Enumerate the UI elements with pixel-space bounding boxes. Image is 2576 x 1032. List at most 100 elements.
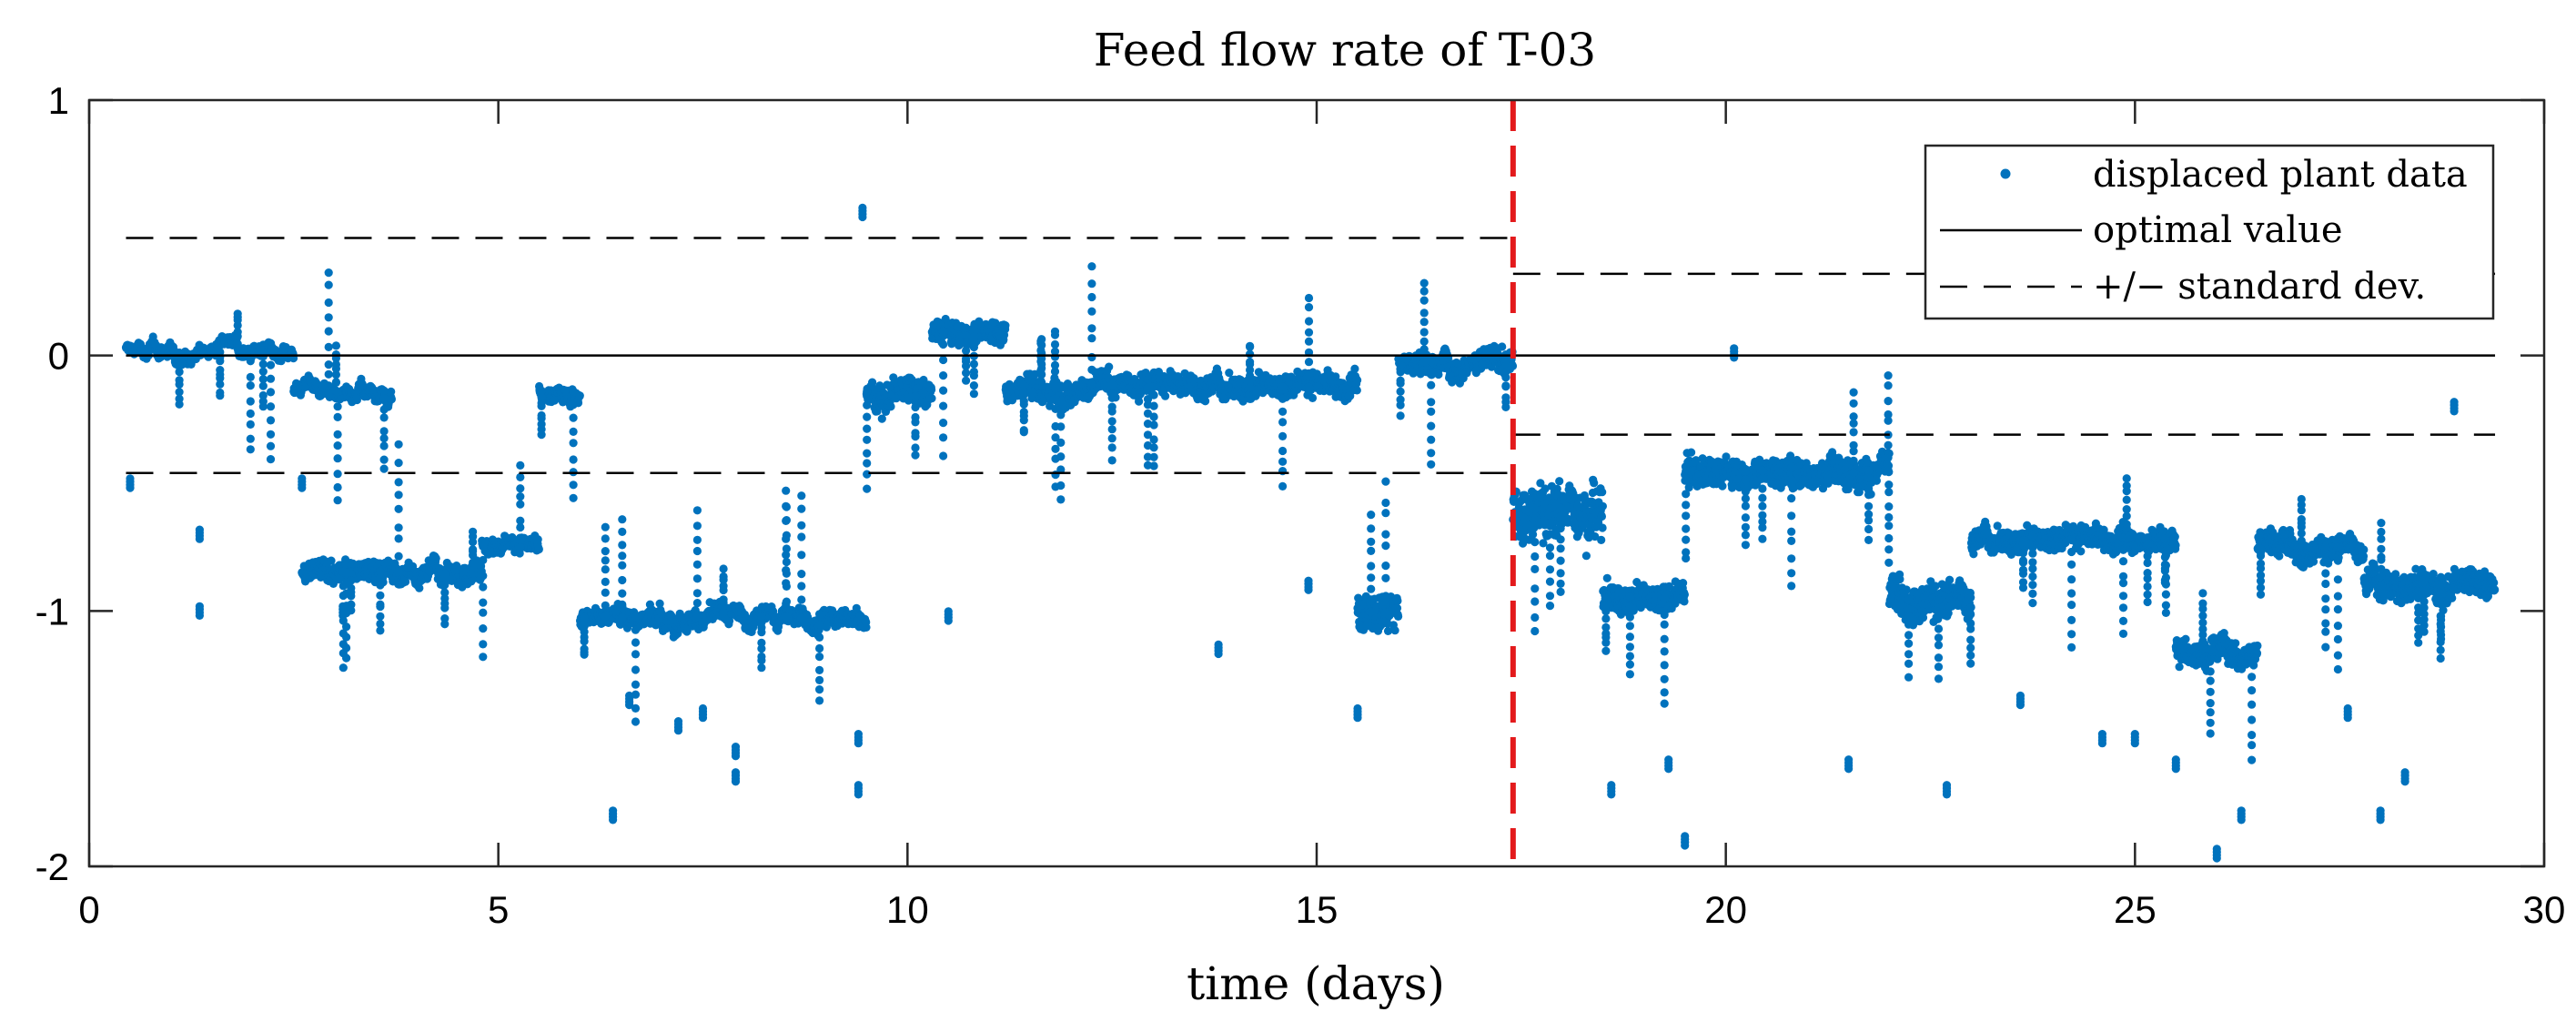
data-point — [327, 556, 336, 565]
data-point — [962, 323, 971, 332]
data-point — [1381, 573, 1390, 582]
data-point — [927, 385, 936, 394]
data-point — [415, 583, 424, 592]
data-point — [618, 612, 627, 622]
data-point — [719, 595, 728, 604]
data-point — [618, 541, 627, 550]
data-point — [1381, 477, 1390, 486]
data-point — [1036, 366, 1046, 375]
data-point — [376, 626, 385, 635]
data-point — [782, 599, 791, 609]
data-point — [266, 430, 276, 439]
data-point — [1367, 573, 1376, 582]
data-point — [516, 492, 525, 501]
data-point — [342, 653, 351, 663]
data-point — [1394, 612, 1403, 622]
data-point — [258, 367, 268, 376]
data-point — [815, 610, 824, 619]
data-point — [939, 339, 948, 349]
data-point — [1149, 461, 1158, 470]
data-point — [692, 589, 702, 598]
data-point — [1304, 303, 1314, 312]
data-point — [962, 338, 971, 347]
data-point — [1019, 416, 1028, 425]
data-point — [962, 346, 971, 355]
data-point — [342, 622, 351, 632]
data-point — [569, 481, 578, 490]
data-point — [324, 298, 333, 308]
data-point — [719, 564, 728, 573]
data-point — [757, 628, 766, 637]
data-point — [216, 357, 225, 366]
data-point — [379, 434, 389, 443]
data-point — [246, 409, 255, 419]
data-point — [618, 575, 627, 585]
data-point — [1087, 292, 1096, 302]
data-point — [394, 551, 403, 561]
data-point — [1381, 509, 1390, 518]
data-point — [246, 347, 255, 356]
data-point — [782, 486, 791, 495]
data-point — [537, 392, 546, 401]
data-point — [1056, 452, 1066, 461]
data-point — [569, 400, 578, 410]
data-layer — [121, 203, 2500, 863]
data-point — [1050, 339, 1060, 349]
data-point — [440, 573, 450, 582]
data-point — [1308, 393, 1318, 402]
data-point — [551, 396, 560, 405]
data-point — [1001, 321, 1010, 330]
data-point — [1246, 358, 1255, 367]
data-point — [333, 430, 342, 439]
data-point — [175, 379, 184, 389]
data-point — [601, 577, 610, 587]
data-point — [333, 482, 342, 492]
data-point — [479, 624, 488, 633]
data-point — [692, 546, 702, 556]
data-point — [1278, 457, 1288, 466]
data-point — [1161, 391, 1170, 400]
data-point — [939, 433, 948, 442]
data-point — [440, 603, 450, 612]
data-point — [1367, 562, 1376, 571]
data-point — [692, 535, 702, 544]
data-point — [387, 395, 396, 404]
data-point — [1056, 410, 1066, 420]
data-point — [1087, 365, 1096, 374]
data-point — [939, 371, 948, 380]
data-point — [631, 665, 641, 674]
data-point — [692, 506, 702, 515]
data-point — [479, 572, 488, 581]
data-point — [266, 416, 276, 425]
data-point — [469, 545, 478, 554]
data-point — [534, 545, 543, 554]
data-point — [379, 405, 389, 414]
data-point — [246, 357, 255, 366]
data-point — [266, 388, 276, 397]
data-point — [815, 653, 824, 662]
data-point — [962, 376, 971, 385]
data-point — [233, 328, 242, 337]
data-point — [1304, 369, 1314, 378]
data-point — [969, 381, 978, 390]
data-point — [175, 388, 184, 397]
data-point — [863, 459, 872, 468]
data-point — [1056, 422, 1066, 431]
data-point — [516, 460, 525, 470]
data-point — [394, 491, 403, 500]
data-point — [324, 280, 333, 289]
data-point — [1019, 428, 1028, 437]
data-point — [516, 472, 525, 482]
data-point — [911, 450, 920, 460]
data-point — [266, 455, 276, 464]
data-point — [258, 381, 268, 390]
data-point — [1036, 337, 1046, 346]
data-point — [1149, 382, 1158, 391]
data-point — [757, 656, 766, 665]
data-point — [175, 368, 184, 377]
data-point — [1367, 596, 1376, 605]
data-point — [719, 572, 728, 582]
data-point — [1107, 380, 1116, 390]
